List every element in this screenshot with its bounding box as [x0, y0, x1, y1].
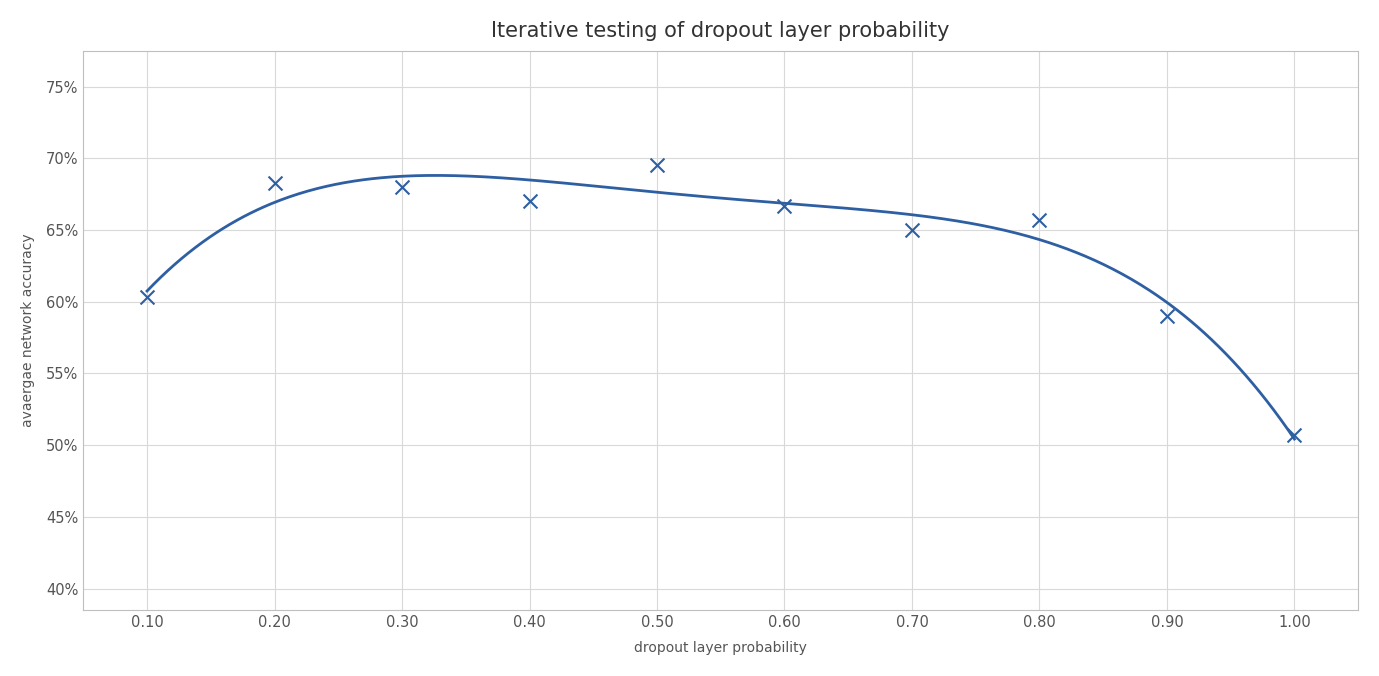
Point	[519, 196, 541, 207]
X-axis label: dropout layer probability: dropout layer probability	[634, 641, 807, 655]
Y-axis label: avaergae network accuracy: avaergae network accuracy	[21, 234, 34, 427]
Point	[645, 160, 667, 171]
Point	[137, 292, 159, 303]
Point	[1156, 311, 1178, 322]
Point	[263, 177, 285, 188]
Point	[1284, 430, 1306, 441]
Point	[392, 182, 414, 193]
Point	[900, 224, 923, 235]
Title: Iterative testing of dropout layer probability: Iterative testing of dropout layer proba…	[491, 21, 950, 41]
Point	[1029, 214, 1051, 225]
Point	[774, 200, 796, 211]
